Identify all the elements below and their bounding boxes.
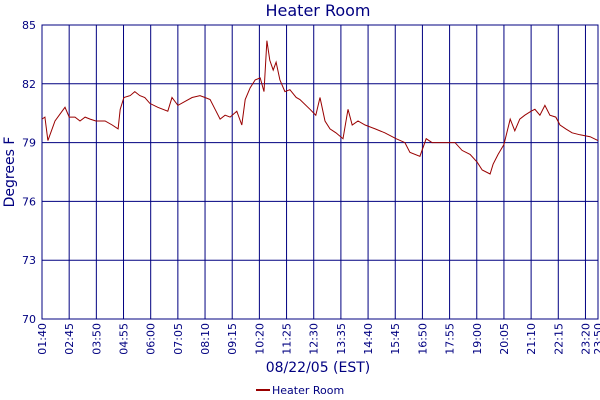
x-tick-label: 04:55 [118, 323, 131, 355]
x-axis-label: 08/22/05 (EST) [266, 360, 371, 376]
x-tick-label: 03:50 [90, 323, 103, 355]
y-axis-label: Degrees F [2, 137, 18, 208]
y-tick-label: 85 [22, 19, 36, 32]
x-tick-label: 06:00 [145, 323, 158, 355]
x-tick-label: 01:40 [36, 323, 49, 355]
x-tick-label: 19:00 [471, 323, 484, 355]
x-tick-label: 23:50 [592, 323, 600, 355]
x-tick-label: 12:30 [308, 323, 321, 355]
y-tick-label: 70 [22, 313, 36, 326]
x-tick-label: 08:10 [199, 323, 212, 355]
x-tick-label: 02:45 [63, 323, 76, 355]
x-tick-label: 21:10 [525, 323, 538, 355]
x-tick-label: 17:55 [444, 323, 457, 355]
y-tick-label: 82 [22, 78, 36, 91]
x-tick-label: 22:15 [552, 323, 565, 355]
y-tick-label: 76 [22, 195, 36, 208]
x-tick-label: 23:20 [579, 323, 592, 355]
x-tick-label: 09:15 [226, 323, 239, 355]
x-tick-label: 15:45 [389, 323, 402, 355]
chart-title: Heater Room [265, 1, 370, 20]
y-tick-label: 79 [22, 137, 36, 150]
x-tick-label: 16:50 [416, 323, 429, 355]
plot-area [41, 24, 599, 320]
x-tick-label: 10:20 [253, 323, 266, 355]
legend-label: Heater Room [272, 384, 344, 397]
data-line [41, 40, 599, 175]
x-tick-label: 07:05 [172, 323, 185, 355]
x-tick-label: 11:25 [281, 323, 294, 355]
x-tick-label: 13:35 [335, 323, 348, 355]
y-tick-label: 73 [22, 254, 36, 267]
x-tick-label: 20:05 [498, 323, 511, 355]
x-tick-label: 14:40 [362, 323, 375, 355]
